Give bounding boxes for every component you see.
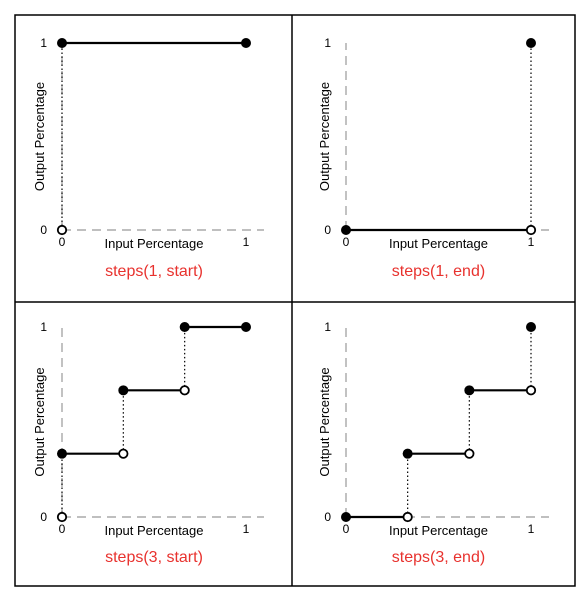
- y-tick-label: 0: [324, 510, 331, 524]
- panel-grid-border: [14, 14, 576, 587]
- chart-caption: steps(3, start): [105, 549, 203, 566]
- y-tick-label: 0: [324, 223, 331, 237]
- y-axis-label: Output Percentage: [32, 82, 47, 191]
- x-axis-label: Input Percentage: [104, 523, 203, 538]
- filled-point: [526, 322, 536, 332]
- filled-point: [241, 38, 251, 48]
- filled-point: [526, 38, 536, 48]
- y-axis-label: Output Percentage: [32, 367, 47, 476]
- chart-panel-3: 0 1 0 1 Input Percentage Output Percentage ste…: [32, 320, 264, 566]
- y-tick-label: 1: [40, 320, 47, 334]
- x-tick-label: 0: [59, 235, 66, 249]
- open-point: [464, 448, 475, 459]
- y-tick-label: 1: [324, 36, 331, 50]
- x-tick-label: 0: [343, 235, 350, 249]
- filled-point: [341, 512, 351, 522]
- y-tick-label: 0: [40, 510, 47, 524]
- filled-point: [341, 225, 351, 235]
- filled-point: [57, 448, 67, 459]
- y-axis-label: Output Percentage: [317, 367, 332, 476]
- open-point: [56, 511, 68, 523]
- open-point: [525, 385, 537, 396]
- chart-caption: steps(1, end): [392, 263, 485, 280]
- x-tick-label: 1: [243, 235, 250, 249]
- x-axis-label: Input Percentage: [389, 523, 488, 538]
- chart-caption: steps(1, start): [105, 263, 203, 280]
- chart-panel-1: 0 1 0 1 Input Percentage Output Percentage ste…: [32, 36, 264, 280]
- open-point: [402, 511, 413, 523]
- chart-panel-4: 0 1 0 1 Input Percentage Output Percentage ste…: [317, 320, 549, 566]
- chart-panels: 0 1 0 1 Input Percentage Output Percentage ste…: [32, 36, 549, 566]
- chart-panel-2: 0 1 0 1 Input Percentage Output Percentage ste…: [317, 36, 549, 280]
- x-axis-label: Input Percentage: [389, 236, 488, 251]
- open-point: [56, 224, 68, 236]
- y-tick-label: 0: [40, 223, 47, 237]
- x-axis-label: Input Percentage: [104, 236, 203, 251]
- open-point: [525, 224, 537, 236]
- x-tick-label: 0: [59, 522, 66, 536]
- x-tick-label: 0: [343, 522, 350, 536]
- filled-point: [241, 322, 251, 332]
- x-tick-label: 1: [528, 522, 535, 536]
- y-tick-label: 1: [324, 320, 331, 334]
- open-point: [118, 448, 129, 459]
- filled-point: [402, 448, 413, 459]
- filled-point: [57, 38, 67, 48]
- y-axis-label: Output Percentage: [317, 82, 332, 191]
- open-point: [179, 385, 190, 396]
- y-tick-label: 1: [40, 36, 47, 50]
- chart-caption: steps(3, end): [392, 549, 485, 566]
- filled-point: [118, 385, 129, 396]
- x-tick-label: 1: [528, 235, 535, 249]
- figure-border: [14, 14, 576, 587]
- filled-point: [464, 385, 475, 396]
- filled-point: [179, 322, 190, 332]
- x-tick-label: 1: [243, 522, 250, 536]
